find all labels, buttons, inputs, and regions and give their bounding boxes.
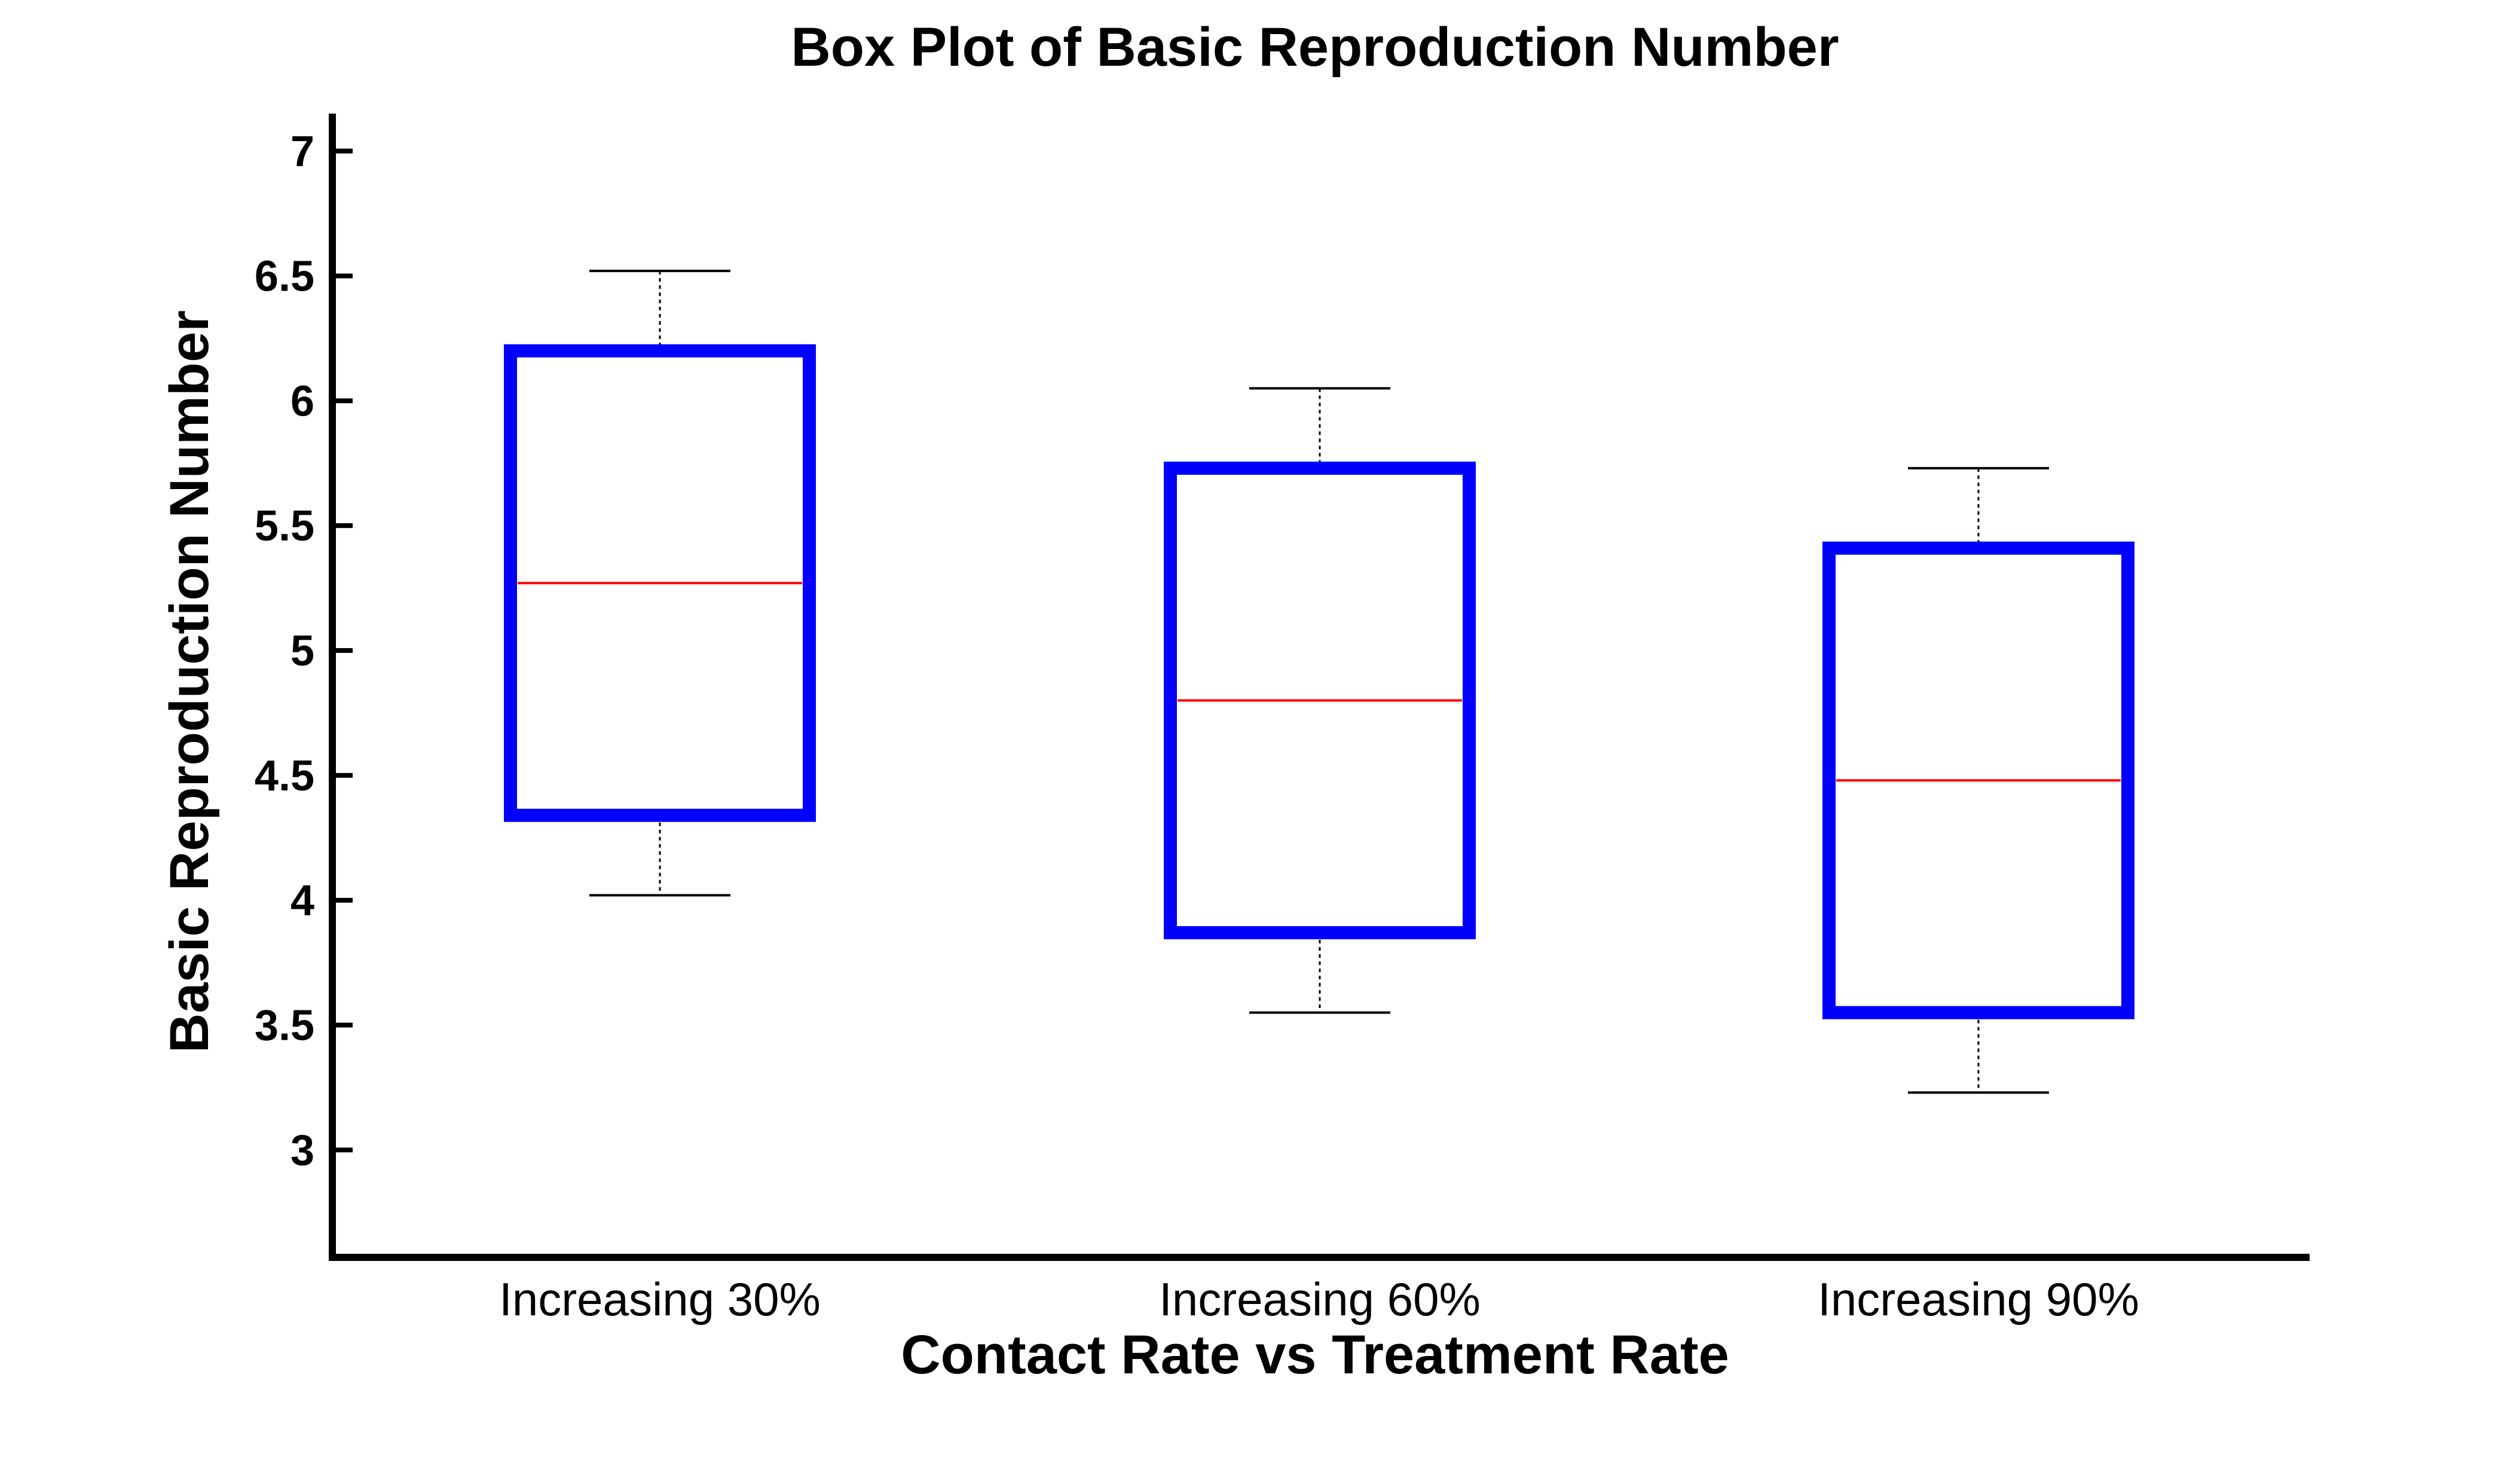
y-tick-label: 3 bbox=[290, 1126, 314, 1174]
y-tick-label: 5 bbox=[290, 627, 314, 675]
y-tick-label: 7 bbox=[290, 128, 314, 176]
y-tick-label: 6.5 bbox=[255, 252, 314, 300]
box-rect bbox=[504, 344, 816, 822]
box-rect bbox=[1164, 462, 1476, 940]
y-tick-label: 4 bbox=[290, 877, 314, 925]
x-tick-label: Increasing 30% bbox=[499, 1273, 821, 1326]
x-axis-label: Contact Rate vs Treatment Rate bbox=[901, 1324, 1729, 1385]
y-axis-label: Basic Reproduction Number bbox=[159, 310, 220, 1053]
chart-title: Box Plot of Basic Reproduction Number bbox=[791, 17, 1839, 78]
plot-area: 3 3.5 4 4.5 5 5.5 6 6.5 7 Increasing 30% Increasin… bbox=[255, 114, 2310, 1326]
y-tick-label: 4.5 bbox=[255, 752, 314, 800]
x-tick-label: Increasing 90% bbox=[1818, 1273, 2139, 1326]
box-rect bbox=[1822, 541, 2134, 1019]
y-tick-label: 6 bbox=[290, 377, 314, 425]
x-tick-label: Increasing 60% bbox=[1159, 1273, 1481, 1326]
y-tick-label: 5.5 bbox=[255, 502, 314, 550]
y-tick-label: 3.5 bbox=[255, 1002, 314, 1050]
